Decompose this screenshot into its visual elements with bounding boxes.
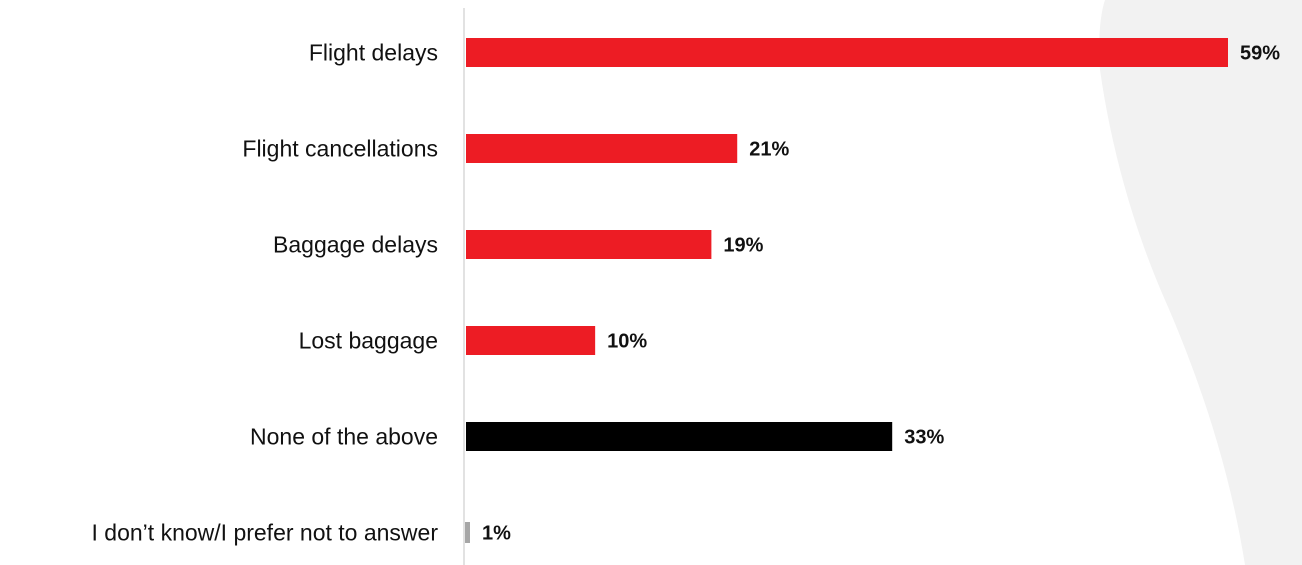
category-label-i-don-t-know-i-prefer-not-to-answer: I don’t know/I prefer not to answer — [92, 520, 439, 546]
value-labels-group: 59% 21% 19% 10% 33% 1% — [482, 43, 1280, 545]
bar-lost-baggage — [466, 326, 596, 355]
category-label-flight-delays: Flight delays — [309, 40, 438, 66]
value-label-flight-delays: 59% — [1240, 43, 1280, 65]
value-label-baggage-delays: 19% — [723, 235, 763, 257]
background-curve-shape — [1099, 0, 1302, 565]
value-label-flight-cancellations: 21% — [749, 139, 789, 161]
category-label-none-of-the-above: None of the above — [250, 424, 438, 450]
bar-baggage-delays — [466, 230, 712, 259]
category-labels-group: Flight delays Flight cancellations Baggage… — [92, 40, 439, 546]
value-label-lost-baggage: 10% — [607, 331, 647, 353]
value-label-i-don-t-know-i-prefer-not-to-answer: 1% — [482, 523, 511, 545]
bar-flight-delays — [466, 38, 1228, 67]
category-label-baggage-delays: Baggage delays — [273, 232, 438, 258]
bar-none-of-the-above — [466, 422, 893, 451]
bars-group — [465, 38, 1228, 543]
bar-i-don-t-know-i-prefer-not-to-answer — [465, 522, 470, 543]
value-label-none-of-the-above: 33% — [904, 427, 944, 449]
bar-flight-cancellations — [466, 134, 738, 163]
category-label-flight-cancellations: Flight cancellations — [242, 136, 438, 162]
category-label-lost-baggage: Lost baggage — [299, 328, 438, 354]
